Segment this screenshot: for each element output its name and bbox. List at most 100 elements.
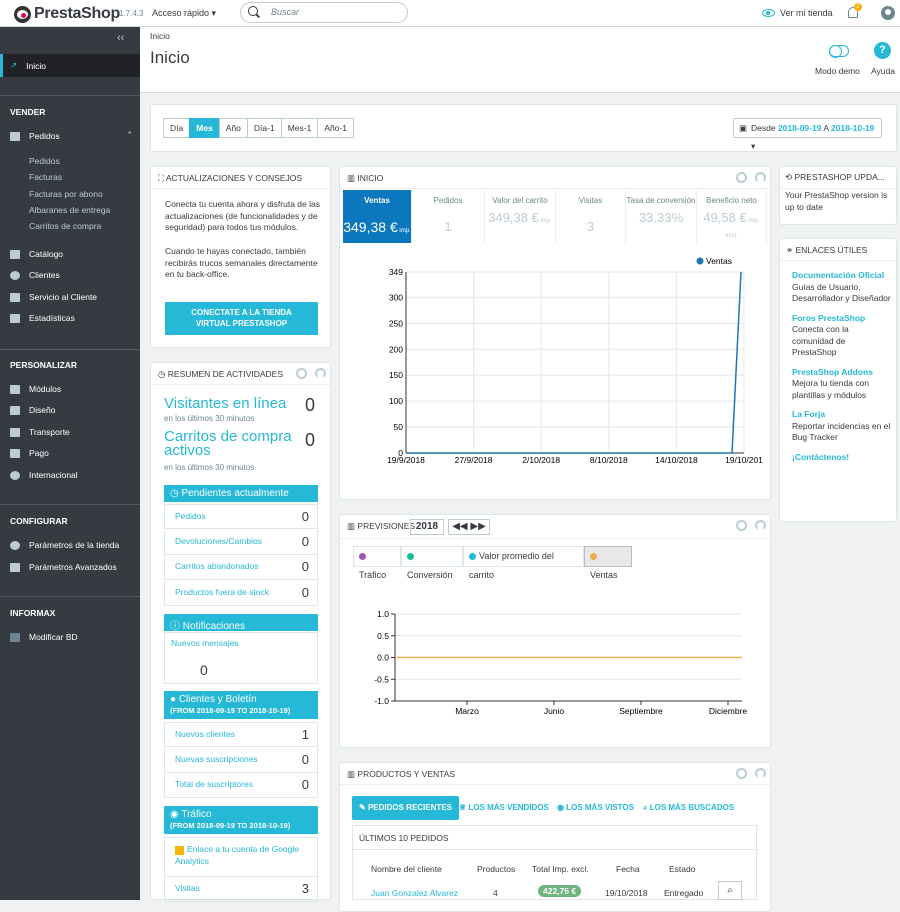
legend-toggle-2[interactable]: Valor promedio del carrito (463, 546, 584, 580)
link-item[interactable]: Foros PrestaShop Conecta con la comunidad… (792, 313, 892, 359)
link-item[interactable]: PrestaShop Addons Mejora tu tienda con pl… (792, 367, 892, 402)
new-messages-link[interactable]: Nuevos mensajes (171, 638, 239, 648)
store-icon (10, 249, 20, 259)
tab-best-sellers[interactable]: ♕ LOS MÁS VENDIDOS (452, 796, 556, 820)
sidebar-item-transporte[interactable]: Transporte (10, 427, 70, 437)
gear-icon[interactable] (736, 172, 747, 183)
forecast-year[interactable]: 2018 (410, 519, 444, 535)
link-item[interactable]: Documentación Oficial Guías de Usuario, D… (792, 270, 892, 305)
row-label: Nuevos clientes (175, 729, 236, 739)
year-nav-buttons[interactable]: ◀◀ ▶▶ (448, 519, 490, 535)
clients-row[interactable]: Nuevas suscripciones 0 (164, 748, 318, 773)
refresh-icon[interactable] (755, 768, 766, 779)
refresh-icon[interactable] (315, 368, 326, 379)
kpi-4[interactable]: Tasa de conversión 33.33% (626, 190, 697, 243)
gear-icon[interactable] (736, 520, 747, 531)
sidebar-item-parametros[interactable]: Parámetros de la tienda (10, 540, 119, 550)
sidebar-label: Diseño (29, 405, 56, 415)
pending-row[interactable]: Pedidos 0 (164, 504, 318, 529)
prestashop-logo[interactable]: PrestaShop (14, 5, 120, 23)
help-button[interactable]: Ayuda (871, 66, 895, 76)
period-mes-button[interactable]: Mes (189, 118, 220, 138)
pending-row[interactable]: Carritos abandonados 0 (164, 555, 318, 580)
tab-recent-orders[interactable]: ✎ PEDIDOS RECIENTES (352, 796, 459, 820)
sidebar-subitem[interactable]: Albaranes de entrega (29, 205, 111, 215)
kpi-5[interactable]: Beneficio neto 49,58 € imp. excl. (697, 190, 767, 243)
period-ano-button[interactable]: Año (218, 118, 248, 138)
sidebar-item-modulos[interactable]: Módulos (10, 384, 61, 394)
legend-label: Tráfico (359, 570, 387, 580)
sidebar-item-modificar[interactable]: Modificar BD (10, 632, 78, 642)
sidebar-subitem[interactable]: Pedidos (29, 156, 60, 166)
series-line-ventas (406, 271, 742, 454)
sidebar-item-inicio[interactable] (0, 54, 140, 77)
sidebar-subitem[interactable]: Facturas (29, 172, 63, 182)
quick-access-dropdown[interactable]: Acceso rápido ▾ (152, 8, 217, 18)
kpi-0[interactable]: Ventas 349,38 € imp. (343, 190, 412, 243)
link-title[interactable]: La Forja (792, 409, 826, 419)
connect-store-button[interactable]: CONECTATE A LA TIENDA VIRTUAL PRESTASHOP (165, 302, 318, 335)
eye-icon[interactable] (762, 9, 775, 17)
legend-toggle-1[interactable]: Conversión (401, 546, 463, 580)
period-ano1-button[interactable]: Año-1 (317, 118, 355, 138)
view-store-link[interactable]: Ver mi tienda (780, 8, 833, 18)
pending-row[interactable]: Productos fuera de stock 0 (164, 581, 318, 606)
sidebar-label: Parámetros de la tienda (29, 540, 120, 550)
link-title[interactable]: ¡Contáctenos! (792, 451, 850, 462)
sidebar-item-diseno[interactable]: Diseño (10, 405, 55, 415)
toggle-icon[interactable] (829, 45, 849, 58)
link-title[interactable]: Foros PrestaShop (792, 312, 866, 323)
sidebar-item-clientes[interactable]: Clientes (10, 270, 60, 280)
tab-most-viewed[interactable]: ◉ LOS MÁS VISTOS (550, 796, 641, 820)
link-title[interactable]: Documentación Oficial (792, 270, 885, 280)
sidebar-subitem[interactable]: Facturas por abono (29, 189, 103, 199)
demo-mode-button[interactable]: Modo demo (815, 66, 860, 76)
legend-toggle-3[interactable]: Ventas (584, 546, 632, 580)
kpi-3[interactable]: Visitas 3 (556, 190, 626, 243)
link-title[interactable]: PrestaShop Addons (792, 366, 873, 377)
sidebar-item-servicio[interactable]: Servicio al Cliente (10, 292, 97, 302)
refresh-icon[interactable] (755, 172, 766, 183)
tab-most-searched[interactable]: ⌕ LOS MÁS BUSCADOS (636, 796, 741, 820)
breadcrumb[interactable]: Inicio (150, 31, 170, 41)
link-item[interactable]: La Forja Reportar incidencias en el Bug T… (792, 409, 892, 444)
period-dia-button[interactable]: Día (163, 118, 191, 138)
google-analytics-link[interactable]: Enlace a tu cuenta de Google Analytics (175, 844, 299, 866)
kpi-1[interactable]: Pedidos 1 (412, 190, 485, 243)
active-carts-label[interactable]: Carritos de compra activos (164, 428, 292, 459)
sidebar-item-internacional[interactable]: Internacional (10, 470, 78, 480)
sidebar-item-avanzados[interactable]: Parámetros Avanzados (10, 562, 117, 572)
row-value: 0 (301, 559, 309, 574)
period-dia1-button[interactable]: Día-1 (246, 118, 282, 138)
kpi-2[interactable]: Valor del carrito 349,38 € imp. (485, 190, 556, 243)
sidebar-item-estadisticas[interactable]: Estadísticas (10, 313, 75, 323)
gear-icon[interactable] (736, 768, 747, 779)
date-range-dropdown[interactable]: ▣ Desde 2018-09-19 A 2018-10-19 ▾ (733, 118, 882, 151)
tab-label: LOS MÁS VENDIDOS (468, 803, 549, 812)
help-icon[interactable]: ? (874, 42, 891, 59)
chevron-up-icon[interactable]: ⌃ (126, 130, 134, 140)
period-mes1-button[interactable]: Mes-1 (280, 118, 319, 138)
sidebar-item-pedidos[interactable]: Pedidos (10, 131, 60, 141)
search-icon[interactable] (248, 6, 258, 16)
legend-toggle-0[interactable]: Tráfico (353, 546, 401, 580)
pending-row[interactable]: Devoluciones/Cambios 0 (164, 530, 318, 555)
sidebar-item-catalogo[interactable]: Catálogo (10, 249, 63, 259)
refresh-icon[interactable] (755, 520, 766, 531)
order-customer-link[interactable]: Juan Gonzalez Alvarez (371, 888, 458, 898)
visits-row[interactable]: Visitas 3 (164, 877, 318, 902)
collapse-sidebar-icon[interactable]: ‹‹ (117, 32, 125, 44)
sidebar-item-pago[interactable]: Pago (10, 448, 49, 458)
visitors-online-label[interactable]: Visitantes en línea (164, 395, 287, 412)
dashboard-panel-header: ▥ INICIO (340, 167, 770, 189)
clients-row[interactable]: Total de suscriptores 0 (164, 773, 318, 798)
link-item[interactable]: ¡Contáctenos! (792, 452, 892, 464)
bell-icon[interactable] (848, 7, 858, 18)
order-view-search-icon[interactable]: ⌕ (718, 881, 742, 900)
clients-row[interactable]: Nuevos clientes 1 (164, 722, 318, 747)
sidebar-item-inicio-label[interactable]: ↗ Inicio (10, 60, 46, 71)
sidebar-subitem[interactable]: Carritos de compra (29, 221, 102, 231)
gear-icon[interactable] (296, 368, 307, 379)
user-avatar-icon[interactable] (881, 6, 895, 20)
search-input[interactable]: Buscar (240, 2, 408, 23)
